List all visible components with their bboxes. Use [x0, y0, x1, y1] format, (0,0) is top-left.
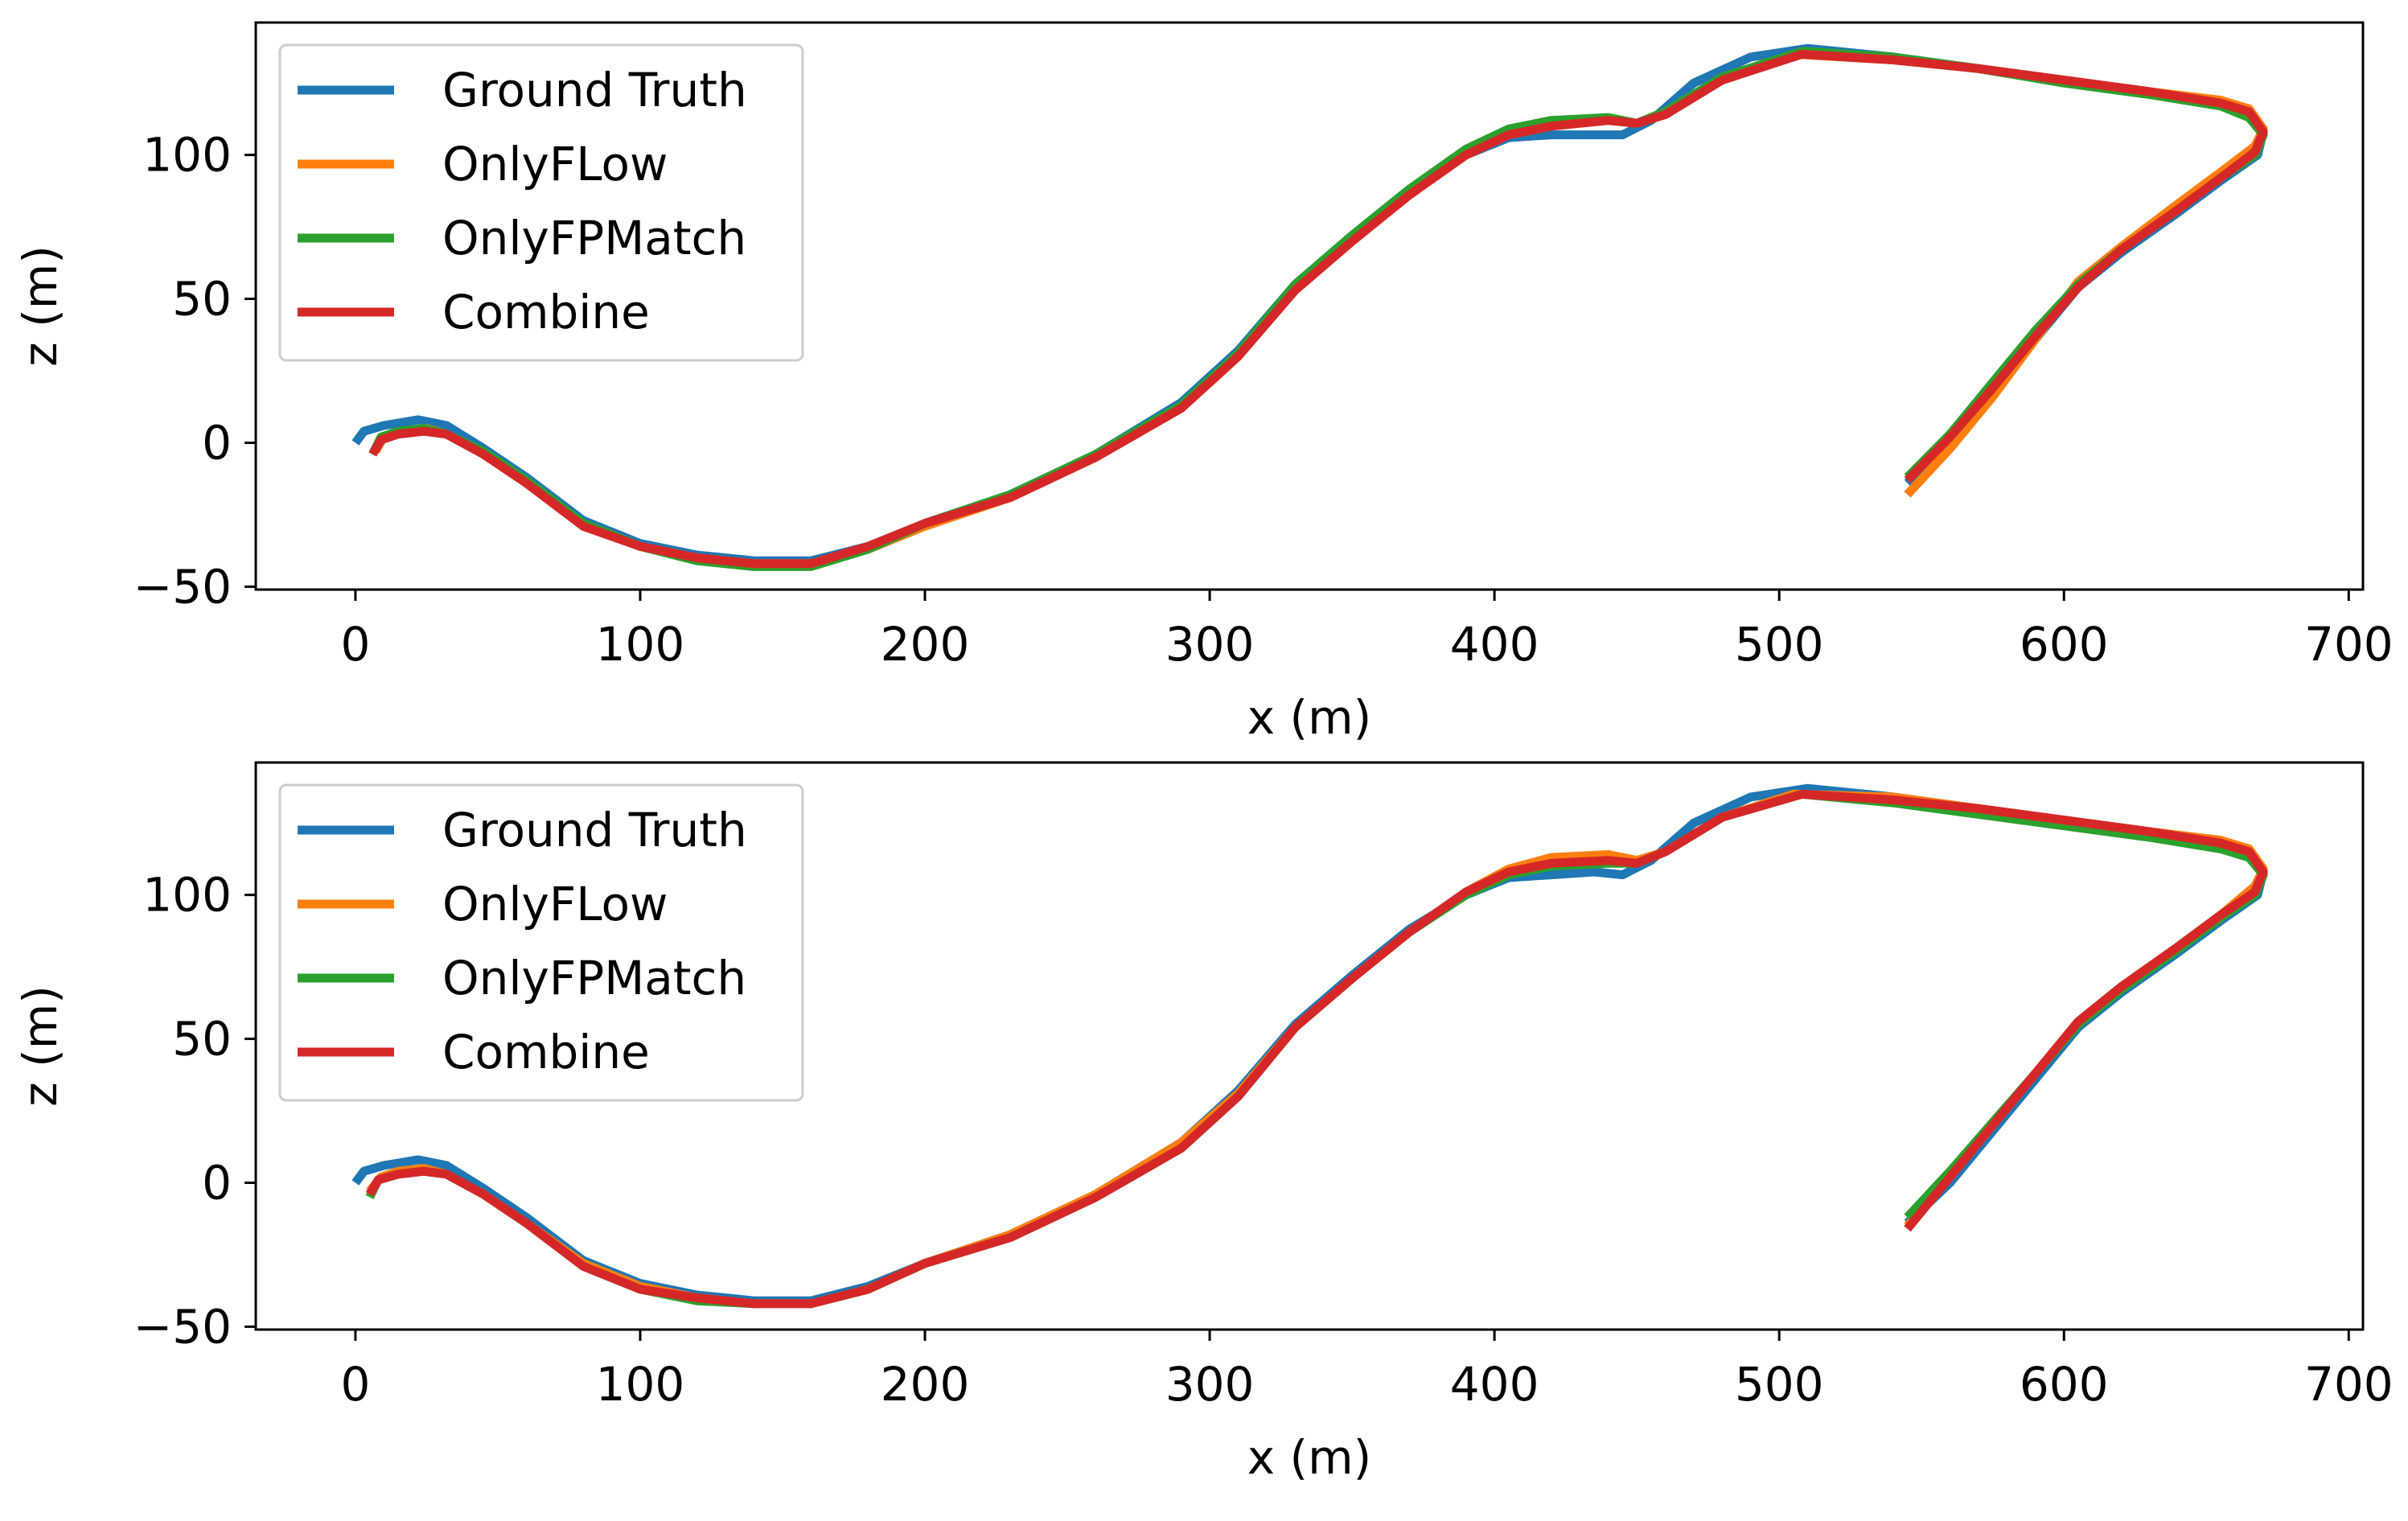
x-tick-label: 300: [1165, 1357, 1255, 1412]
y-tick-label: −50: [134, 559, 232, 614]
plot-frame: [254, 21, 2365, 591]
legend-label: Ground Truth: [442, 63, 747, 117]
x-tick-label: 500: [1735, 1357, 1824, 1412]
legend-box: [278, 783, 804, 1102]
legend-label: OnlyFPMatch: [442, 951, 746, 1005]
x-tick-label: 300: [1165, 617, 1255, 672]
x-axis-label: x (m): [1247, 690, 1372, 745]
legend: Ground Truth OnlyFLow OnlyFPMatch Combine: [278, 43, 804, 362]
y-axis-label: z (m): [13, 985, 68, 1107]
y-tick-label: 50: [172, 1012, 232, 1067]
legend-box: [278, 43, 804, 362]
x-tick-label: 600: [2020, 617, 2109, 672]
y-tick-label: 100: [142, 868, 232, 923]
legend-label: OnlyFLow: [442, 137, 668, 191]
y-tick-label: 50: [172, 272, 232, 327]
y-tick-label: 100: [142, 128, 232, 183]
legend: Ground Truth OnlyFLow OnlyFPMatch Combine: [278, 783, 804, 1102]
x-tick-label: 700: [2304, 617, 2394, 672]
y-axis-label: z (m): [13, 245, 68, 367]
x-tick-label: 100: [596, 617, 685, 672]
x-tick-label: 400: [1450, 617, 1539, 672]
x-tick-label: 0: [340, 617, 370, 672]
x-tick-label: 600: [2020, 1357, 2109, 1412]
legend-label: OnlyFLow: [442, 877, 668, 931]
chart-panel-1: 0 100 200 300 400 500 600 700 −50 0 50 100 x (m) z (m…: [13, 21, 2394, 745]
x-tick-label: 500: [1735, 617, 1824, 672]
series-group: [351, 783, 2268, 1309]
y-tick-label: 0: [202, 1155, 232, 1210]
series-line-combine: [368, 49, 2268, 569]
x-tick-label: 0: [340, 1357, 370, 1412]
legend-label: Combine: [442, 1025, 650, 1079]
y-tick-label: 0: [202, 415, 232, 470]
x-axis-label: x (m): [1247, 1430, 1372, 1485]
series-line-combine: [365, 789, 2268, 1309]
legend-label: Ground Truth: [442, 803, 747, 857]
x-tick-label: 400: [1450, 1357, 1539, 1412]
chart-panel-2: 0 100 200 300 400 500 600 700 −50 0 50 100 x (m) z (m…: [13, 761, 2394, 1485]
series-group: [351, 43, 2268, 571]
plot-frame: [254, 761, 2365, 1331]
x-tick-label: 200: [881, 1357, 970, 1412]
y-tick-label: −50: [134, 1299, 232, 1354]
legend-label: OnlyFPMatch: [442, 211, 746, 265]
x-tick-label: 100: [596, 1357, 685, 1412]
x-tick-label: 200: [881, 617, 970, 672]
legend-label: Combine: [442, 285, 650, 339]
x-tick-label: 700: [2304, 1357, 2394, 1412]
